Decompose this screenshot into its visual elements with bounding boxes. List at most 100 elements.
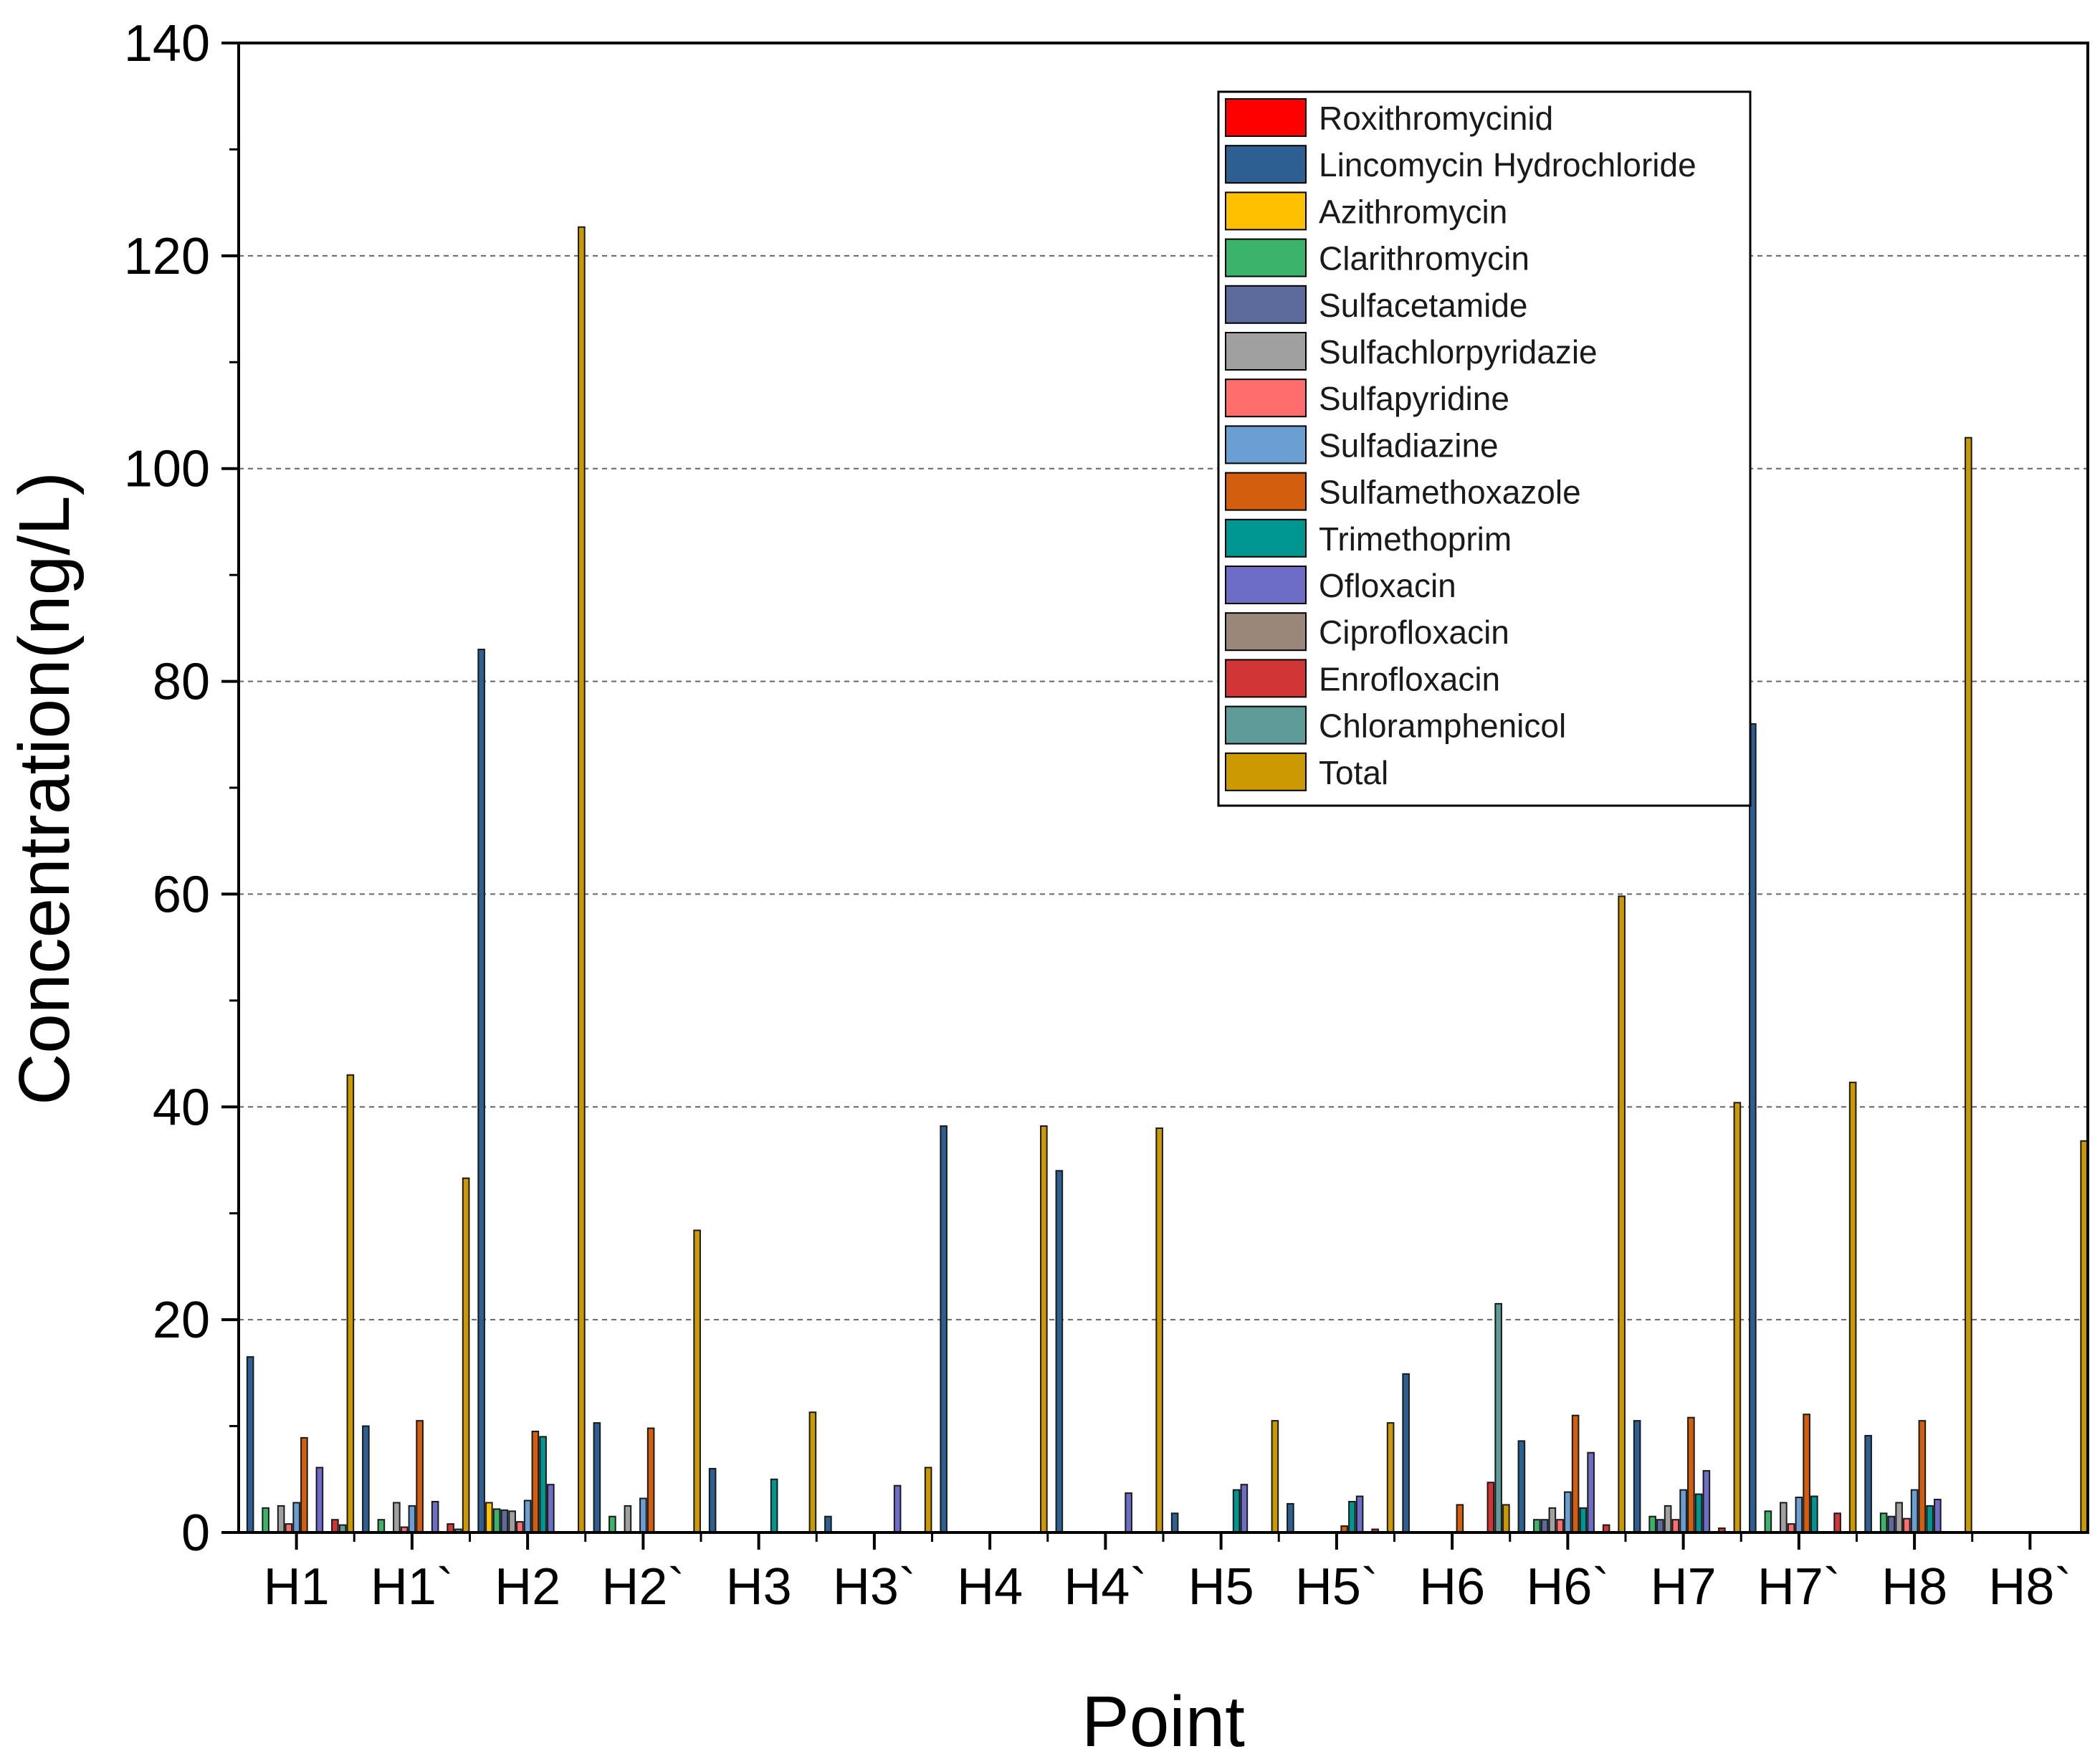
- bar-chloramphenicol-10: [1494, 1302, 1502, 1533]
- bar-total-4: [808, 1411, 817, 1534]
- x-tick-label: H6`: [1526, 1558, 1609, 1616]
- bar-ofloxacin-2: [547, 1484, 555, 1533]
- bar-ofloxacin-1: [431, 1500, 439, 1534]
- bar-lincomycin-hydrochloride-12: [1633, 1420, 1641, 1534]
- legend-label: Enrofloxacin: [1319, 660, 1500, 697]
- legend-label: Chloramphenicol: [1319, 707, 1566, 745]
- legend-swatch: [1225, 705, 1307, 745]
- bar-sulfamethoxazole-2: [531, 1430, 540, 1533]
- x-tick-label: H5: [1188, 1558, 1254, 1616]
- bar-total-13: [1848, 1082, 1857, 1533]
- legend-swatch: [1225, 659, 1307, 698]
- x-tick-label: H4`: [1064, 1558, 1147, 1616]
- legend-swatch: [1225, 332, 1307, 371]
- bar-sulfachlorpyridazie-0: [277, 1505, 285, 1533]
- bar-sulfacetamide-14: [1887, 1515, 1896, 1533]
- legend-label: Azithromycin: [1319, 193, 1507, 230]
- bar-sulfapyridine-2: [516, 1521, 524, 1534]
- bar-total-6: [1040, 1125, 1048, 1533]
- axes: 0 20 40 60 80 100 120 140 H1 H1` H2 H2` H3 H3` H4 H4` H5…: [124, 15, 2072, 1616]
- bar-sulfadiazine-11: [1564, 1491, 1572, 1534]
- bar-total-0: [346, 1074, 355, 1534]
- legend-swatch: [1225, 518, 1307, 558]
- bar-total-11: [1618, 895, 1626, 1533]
- bar-trimethoprim-4: [770, 1478, 778, 1533]
- bar-ofloxacin-5: [893, 1484, 902, 1533]
- bar-lincomycin-hydrochloride-14: [1864, 1434, 1872, 1534]
- bar-total-10: [1502, 1504, 1510, 1534]
- bar-sulfamethoxazole-12: [1687, 1416, 1695, 1533]
- bar-sulfachlorpyridazie-14: [1895, 1502, 1903, 1533]
- bar-lincomycin-hydrochloride-9: [1287, 1502, 1294, 1534]
- bar-trimethoprim-13: [1810, 1495, 1818, 1533]
- bar-total-12: [1733, 1102, 1742, 1533]
- bar-sulfadiazine-12: [1679, 1489, 1687, 1534]
- x-tick-label: H5`: [1295, 1558, 1378, 1616]
- bar-lincomycin-hydrochloride-2: [477, 649, 485, 1533]
- bar-sulfachlorpyridazie-13: [1780, 1502, 1788, 1533]
- y-axis-title: Concentration(ng/L): [4, 472, 85, 1105]
- legend-swatch: [1225, 472, 1307, 511]
- bar-total-3: [693, 1229, 701, 1534]
- bar-clarithromycin-0: [262, 1507, 269, 1533]
- y-tick-label: 140: [124, 15, 210, 72]
- bar-sulfamethoxazole-0: [300, 1436, 308, 1533]
- legend-swatch: [1225, 612, 1307, 652]
- bar-lincomycin-hydrochloride-6: [940, 1125, 948, 1533]
- x-tick-label: H7`: [1757, 1558, 1841, 1616]
- bar-trimethoprim-8: [1232, 1489, 1241, 1534]
- bar-total-15: [2080, 1140, 2088, 1533]
- bar-lincomycin-hydrochloride-10: [1402, 1373, 1410, 1533]
- bar-enrofloxacin-0: [331, 1519, 339, 1533]
- y-tick-label: 60: [153, 866, 210, 923]
- bar-sulfadiazine-1: [408, 1505, 416, 1533]
- bar-trimethoprim-11: [1579, 1507, 1588, 1533]
- legend-label: Sulfamethoxazole: [1319, 474, 1581, 511]
- bar-enrofloxacin-13: [1833, 1512, 1841, 1534]
- bar-total-14: [1965, 437, 1972, 1533]
- bar-clarithromycin-12: [1648, 1515, 1656, 1533]
- bar-sulfadiazine-3: [639, 1497, 647, 1534]
- bar-sulfachlorpyridazie-12: [1664, 1505, 1672, 1533]
- legend-label: Sulfapyridine: [1319, 380, 1509, 417]
- bar-total-9: [1386, 1422, 1395, 1533]
- legend-label: Trimethoprim: [1319, 520, 1512, 558]
- x-axis-title: Point: [1082, 1682, 1245, 1762]
- bar-lincomycin-hydrochloride-5: [824, 1515, 832, 1533]
- bar-total-8: [1271, 1420, 1279, 1534]
- bar-sulfapyridine-11: [1556, 1519, 1564, 1533]
- bar-clarithromycin-3: [608, 1515, 616, 1533]
- y-tick-label: 120: [124, 228, 210, 285]
- bar-sulfamethoxazole-1: [416, 1420, 424, 1534]
- bar-sulfapyridine-12: [1671, 1519, 1680, 1533]
- legend-label: Roxithromycinid: [1319, 100, 1553, 137]
- legend-label: Ofloxacin: [1319, 567, 1456, 604]
- bar-sulfamethoxazole-10: [1456, 1504, 1464, 1534]
- legend-box: [1217, 90, 1752, 807]
- bar-clarithromycin-2: [492, 1508, 501, 1533]
- bar-trimethoprim-14: [1926, 1505, 1934, 1533]
- bar-sulfachlorpyridazie-11: [1548, 1507, 1557, 1533]
- bar-lincomycin-hydrochloride-0: [246, 1356, 254, 1534]
- bar-clarithromycin-14: [1879, 1512, 1888, 1534]
- x-tick-label: H2: [495, 1558, 560, 1616]
- bar-sulfamethoxazole-13: [1803, 1413, 1810, 1533]
- bar-sulfachlorpyridazie-1: [393, 1502, 401, 1533]
- bar-trimethoprim-2: [539, 1436, 547, 1534]
- legend-label: Lincomycin Hydrochloride: [1319, 146, 1696, 183]
- legend-swatch: [1225, 191, 1307, 231]
- bar-sulfamethoxazole-14: [1918, 1420, 1927, 1534]
- bar-sulfadiazine-14: [1910, 1489, 1919, 1534]
- grid-lines: [239, 254, 2088, 1321]
- bar-sulfachlorpyridazie-2: [508, 1510, 516, 1533]
- bar-lincomycin-hydrochloride-11: [1517, 1440, 1526, 1534]
- x-tick-label: H3: [726, 1558, 792, 1616]
- bar-enrofloxacin-10: [1486, 1482, 1495, 1533]
- bar-sulfamethoxazole-11: [1571, 1414, 1580, 1533]
- legend-label: Total: [1319, 754, 1388, 791]
- x-tick-label: H7: [1651, 1558, 1717, 1616]
- bar-sulfapyridine-14: [1903, 1517, 1911, 1534]
- legend-label: Sulfadiazine: [1319, 426, 1499, 464]
- bar-clarithromycin-13: [1764, 1510, 1772, 1533]
